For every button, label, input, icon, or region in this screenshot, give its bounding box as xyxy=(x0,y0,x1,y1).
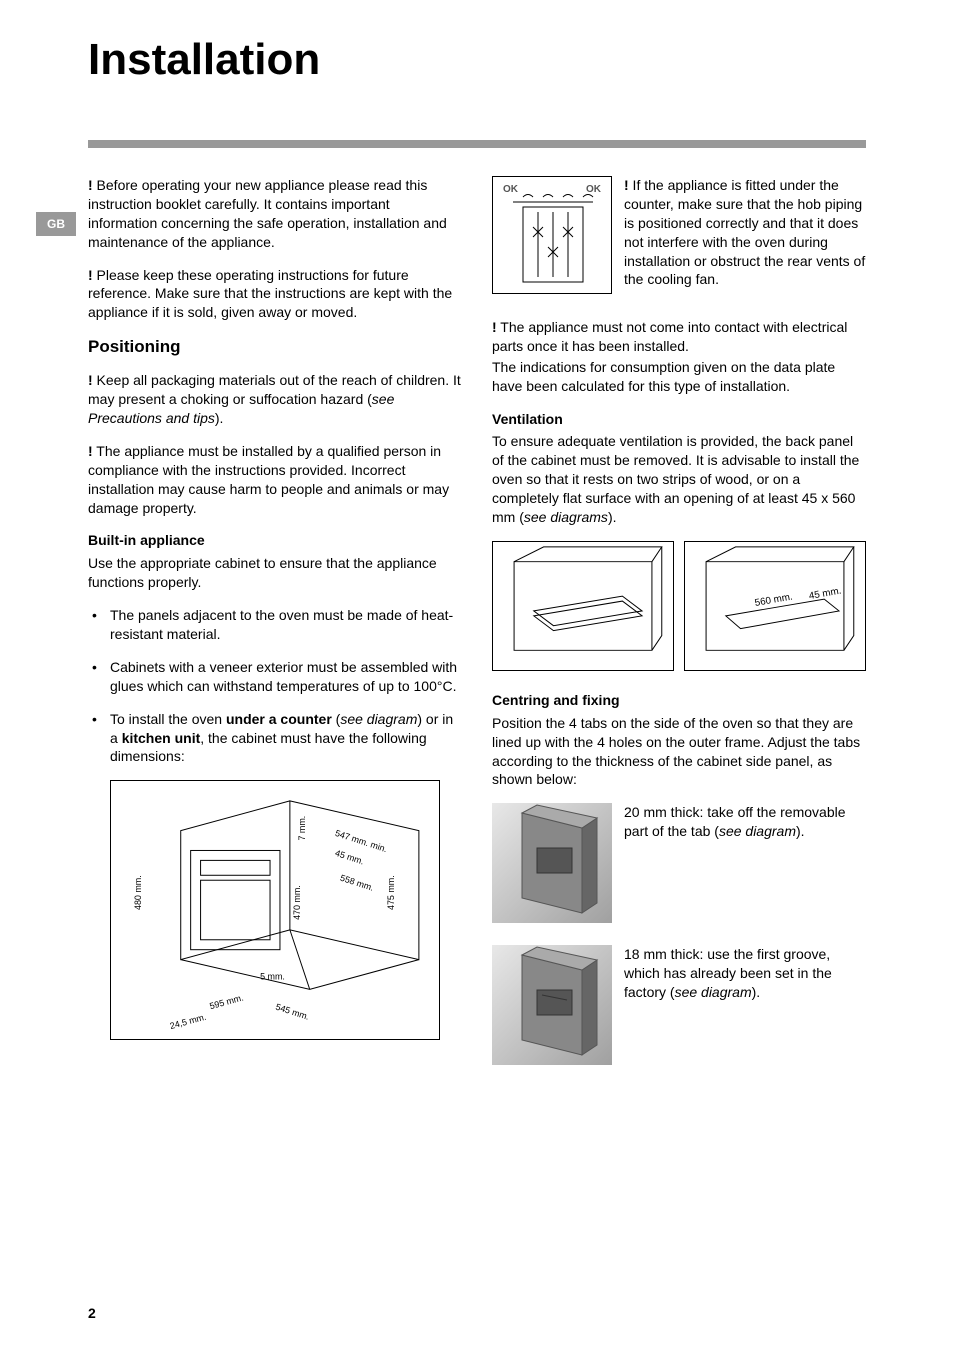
ventilation-heading: Ventilation xyxy=(492,410,866,429)
dim-475: 475 mm. xyxy=(386,876,396,911)
positioning-p2: ! The appliance must be installed by a q… xyxy=(88,442,462,518)
positioning-heading: Positioning xyxy=(88,336,462,359)
dim-45: 45 mm. xyxy=(334,848,365,867)
cabinet-dimensions-diagram: 480 mm. 595 mm. 24,5 mm. 545 mm. 5 mm. 4… xyxy=(110,780,440,1040)
bullet-2: Cabinets with a veneer exterior must be … xyxy=(92,658,462,696)
ventilation-diagram-row: 560 mm. 45 mm. xyxy=(492,541,866,671)
centring-heading: Centring and fixing xyxy=(492,691,866,710)
pos-p1-b: ). xyxy=(215,410,224,426)
tab20-b: ). xyxy=(796,823,805,839)
builtin-heading: Built-in appliance xyxy=(88,531,462,550)
builtin-intro: Use the appropriate cabinet to ensure th… xyxy=(88,554,462,592)
ventilation-diagram-2: 560 mm. 45 mm. xyxy=(684,541,866,671)
b3-ref: see diagram xyxy=(340,711,417,727)
left-column: ! Before operating your new appliance pl… xyxy=(88,176,462,1077)
ventilation-paragraph: To ensure adequate ventilation is provid… xyxy=(492,432,866,526)
tab18-b: ). xyxy=(752,984,761,1000)
pos-p1-a: Keep all packaging materials out of the … xyxy=(88,372,461,407)
bullet-1: The panels adjacent to the oven must be … xyxy=(92,606,462,644)
tab18-ref: see diagram xyxy=(675,984,752,1000)
positioning-p1: ! Keep all packaging materials out of th… xyxy=(88,371,462,428)
hob-text: If the appliance is fitted under the cou… xyxy=(624,177,865,287)
dim-480: 480 mm. xyxy=(133,876,143,911)
right-column: OK OK xyxy=(492,176,866,1077)
dim-5: 5 mm. xyxy=(260,972,285,982)
elec-a: The appliance must not come into contact… xyxy=(492,319,847,354)
tab-18mm-diagram xyxy=(492,945,612,1065)
dim-470: 470 mm. xyxy=(292,886,302,921)
vent-ref: see diagrams xyxy=(524,509,608,525)
intro2-text: Please keep these operating instructions… xyxy=(88,267,452,321)
b3-a: To install the oven xyxy=(110,711,226,727)
dim-558: 558 mm. xyxy=(339,873,375,893)
divider-bar xyxy=(88,140,866,148)
dim-545: 545 mm. xyxy=(274,1002,310,1022)
builtin-bullet-list: The panels adjacent to the oven must be … xyxy=(88,606,462,766)
ok-label-left: OK xyxy=(503,183,518,197)
electrical-paragraph: ! The appliance must not come into conta… xyxy=(492,318,866,356)
page-title: Installation xyxy=(88,35,866,85)
tab-20mm-diagram xyxy=(492,803,612,923)
dim-595: 595 mm. xyxy=(208,993,244,1012)
pos-p2-text: The appliance must be installed by a qua… xyxy=(88,443,449,516)
vent-b: ). xyxy=(608,509,617,525)
intro1-text: Before operating your new appliance plea… xyxy=(88,177,447,250)
page-number: 2 xyxy=(88,1305,96,1321)
tab20-ref: see diagram xyxy=(719,823,796,839)
dim-24-5: 24,5 mm. xyxy=(169,1012,208,1031)
intro-paragraph-2: ! Please keep these operating instructio… xyxy=(88,266,462,323)
b3-bold1: under a counter xyxy=(226,711,332,727)
intro-paragraph-1: ! Before operating your new appliance pl… xyxy=(88,176,462,252)
bullet-3: To install the oven under a counter (see… xyxy=(92,710,462,767)
language-tab: GB xyxy=(36,212,76,236)
ventilation-diagram-1 xyxy=(492,541,674,671)
dim-7: 7 mm. xyxy=(297,816,307,841)
centring-paragraph: Position the 4 tabs on the side of the o… xyxy=(492,714,866,790)
b3-bold2: kitchen unit xyxy=(122,730,201,746)
svg-text:560 mm.: 560 mm. xyxy=(754,591,794,608)
consumption-paragraph: The indications for consumption given on… xyxy=(492,358,866,396)
ok-label-right: OK xyxy=(586,183,601,197)
hob-clearance-diagram: OK OK xyxy=(492,176,612,294)
